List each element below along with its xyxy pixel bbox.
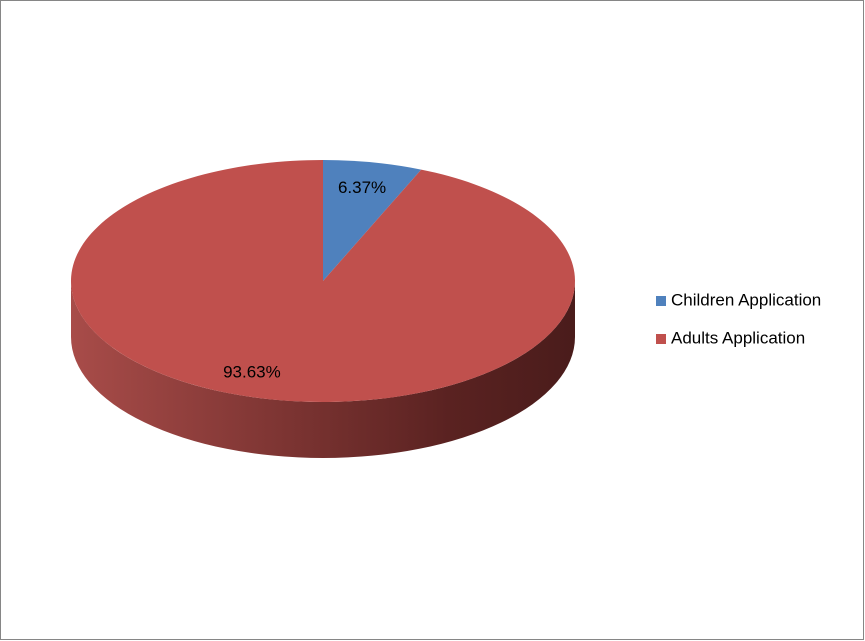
legend: Children Application Adults Application <box>656 290 821 347</box>
legend-swatch <box>656 334 666 344</box>
pie-slice <box>71 160 575 402</box>
legend-label: Adults Application <box>671 328 805 347</box>
pie-slice-side <box>71 281 575 458</box>
legend-label: Children Application <box>671 290 821 309</box>
data-label: 93.63% <box>223 363 281 382</box>
legend-swatch <box>656 296 666 306</box>
pie: 6.37% 93.63% <box>71 160 575 458</box>
data-label: 6.37% <box>338 178 386 197</box>
pie-slice <box>323 160 422 281</box>
